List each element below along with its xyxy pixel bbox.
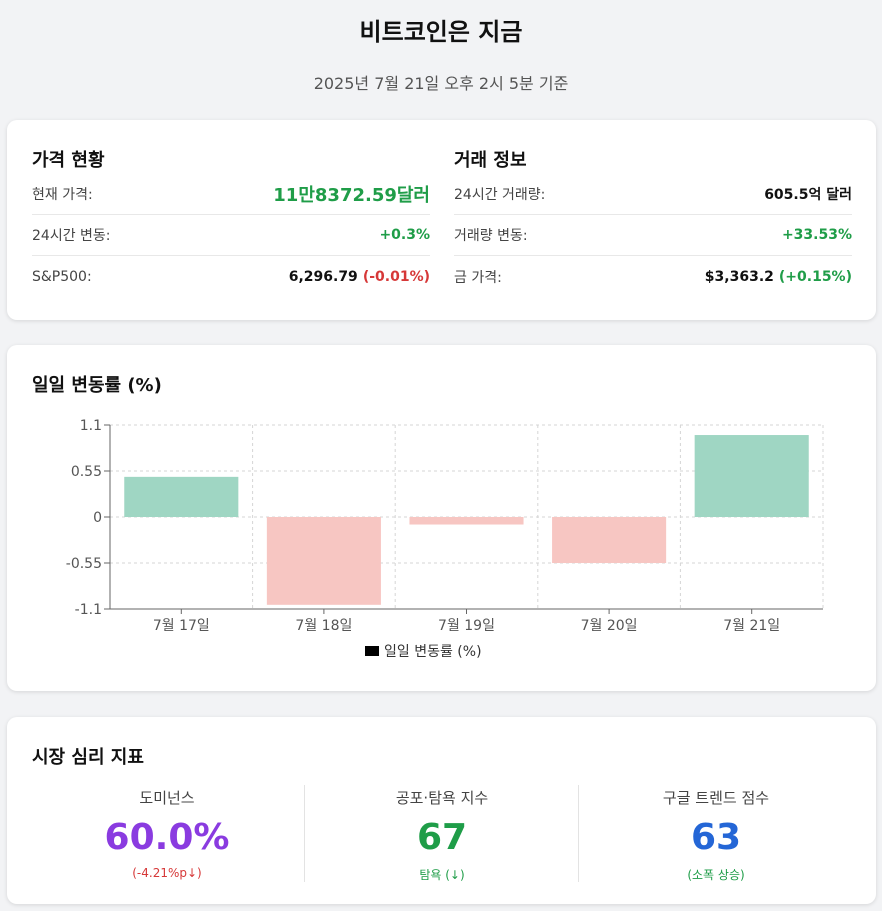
google-trend-value: 63: [690, 817, 742, 858]
price-status-section: 가격 현황 현재 가격: 11만8372.59달러 24시간 변동: +0.3%…: [32, 120, 430, 297]
chart-title: 일일 변동률 (%): [32, 375, 162, 396]
y-tick-label: -0.55: [66, 556, 102, 572]
volume-24h-row: 24시간 거래량: 605.5억 달러: [454, 174, 852, 215]
sentiment-title: 시장 심리 지표: [32, 747, 144, 768]
page-subtitle: 2025년 7월 21일 오후 2시 5분 기준: [313, 74, 569, 93]
volume-change-value: +33.53%: [781, 227, 852, 243]
bar-3: [409, 517, 524, 525]
dominance-label: 도미넌스: [139, 789, 195, 807]
x-tick-label: 7월 17일: [153, 618, 210, 634]
change-24h-label: 24시간 변동:: [32, 228, 111, 244]
google-trend-indicator: 구글 트렌드 점수 63 (소폭 상승): [579, 787, 853, 882]
trade-section-title: 거래 정보: [454, 150, 527, 171]
bar-1: [124, 476, 239, 517]
price-info-card: 가격 현황 현재 가격: 11만8372.59달러 24시간 변동: +0.3%…: [7, 120, 876, 320]
x-tick-label: 7월 20일: [581, 618, 638, 634]
price-section-title: 가격 현황: [32, 150, 105, 171]
gold-price-value-group: $3,363.2 (+0.15%): [705, 269, 852, 285]
sp500-change: (-0.01%): [362, 268, 430, 285]
y-tick-label: 0: [93, 510, 102, 526]
bar-2: [266, 517, 381, 605]
volume-24h-value: 605.5억 달러: [764, 187, 852, 203]
volume-change-label: 거래량 변동:: [454, 228, 528, 244]
sp500-value: 6,296.79: [288, 268, 358, 285]
gold-price-change: (+0.15%): [778, 268, 852, 285]
fear-greed-label: 공포·탐욕 지수: [395, 789, 489, 807]
dominance-note: (-4.21%p↓): [132, 866, 202, 880]
y-tick-label: -1.1: [75, 602, 102, 618]
current-price-row: 현재 가격: 11만8372.59달러: [32, 174, 430, 215]
current-price-label: 현재 가격:: [32, 187, 93, 203]
sp500-value-group: 6,296.79 (-0.01%): [289, 269, 430, 285]
y-tick-label: 1.1: [80, 418, 102, 434]
google-trend-label: 구글 트렌드 점수: [662, 789, 770, 807]
legend-swatch: [365, 646, 379, 656]
change-24h-row: 24시간 변동: +0.3%: [32, 215, 430, 256]
page-title: 비트코인은 지금: [359, 18, 523, 46]
bar-4: [552, 517, 667, 563]
current-price-value: 11만8372.59달러: [273, 185, 430, 206]
legend-label: 일일 변동률 (%): [384, 644, 482, 660]
dominance-indicator: 도미넌스 60.0% (-4.21%p↓): [30, 787, 304, 882]
x-tick-label: 7월 21일: [723, 618, 780, 634]
daily-change-chart-card: 일일 변동률 (%) 1.1 0.55 0 -0.55 -1.1 7월 17일 7월 18일…: [7, 345, 876, 691]
bar-5: [694, 435, 809, 517]
google-trend-note: (소폭 상승): [687, 868, 745, 882]
trade-info-section: 거래 정보 24시간 거래량: 605.5억 달러 거래량 변동: +33.53…: [454, 120, 852, 297]
divider: [578, 785, 579, 882]
gold-price-row: 금 가격: $3,363.2 (+0.15%): [454, 256, 852, 297]
x-tick-label: 7월 18일: [295, 618, 352, 634]
market-sentiment-card: 시장 심리 지표 도미넌스 60.0% (-4.21%p↓) 공포·탐욕 지수 …: [7, 717, 876, 904]
sp500-row: S&P500: 6,296.79 (-0.01%): [32, 256, 430, 297]
divider: [304, 785, 305, 882]
daily-change-bar-chart: 1.1 0.55 0 -0.55 -1.1 7월 17일 7월 18일 7월 19일 7월 20…: [66, 418, 824, 660]
fear-greed-indicator: 공포·탐욕 지수 67 탐욕 (↓): [305, 787, 579, 882]
change-24h-value: +0.3%: [379, 227, 430, 243]
fear-greed-value: 67: [416, 817, 468, 858]
fear-greed-note: 탐욕 (↓): [419, 868, 465, 882]
volume-24h-label: 24시간 거래량:: [454, 187, 546, 203]
x-tick-label: 7월 19일: [438, 618, 495, 634]
sp500-label: S&P500:: [32, 268, 92, 285]
y-tick-label: 0.55: [71, 464, 102, 480]
dominance-value: 60.0%: [104, 817, 230, 858]
gold-price-value: $3,363.2: [704, 268, 774, 285]
volume-change-row: 거래량 변동: +33.53%: [454, 215, 852, 256]
gold-price-label: 금 가격:: [454, 269, 502, 286]
